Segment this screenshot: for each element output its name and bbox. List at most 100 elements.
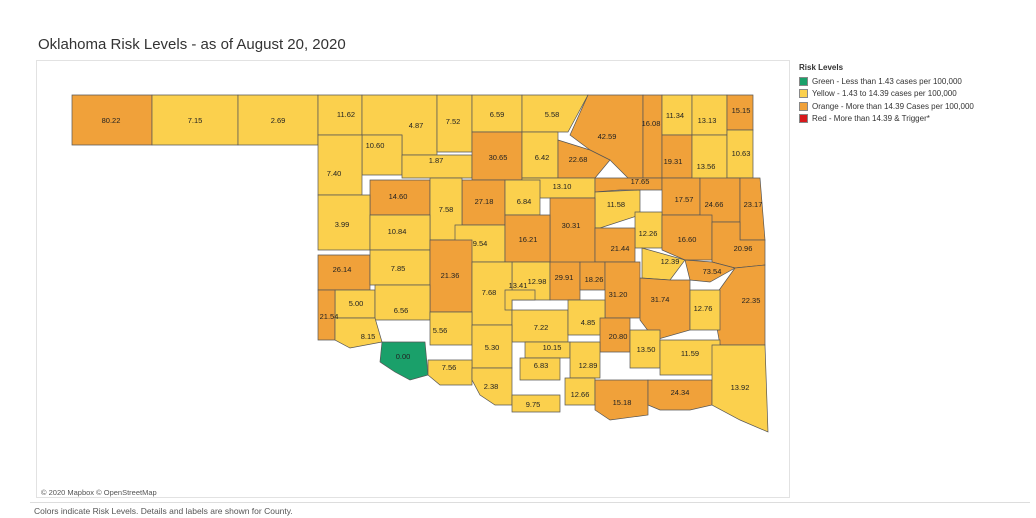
county-label-37: 16.21 (519, 235, 538, 244)
county-label-3: 2.69 (271, 116, 286, 125)
county-40[interactable] (661, 214, 713, 261)
county-label-42: 26.14 (333, 265, 352, 274)
county-label-11: 11.34 (666, 111, 684, 120)
county-label-77: 9.75 (526, 400, 541, 409)
county-76[interactable] (711, 344, 769, 433)
county-24[interactable] (594, 177, 663, 193)
county-label-31: 24.66 (705, 200, 724, 209)
county-label-44: 21.36 (441, 271, 460, 280)
county-label-20: 13.56 (697, 162, 716, 171)
legend-item-red[interactable]: Red - More than 14.39 & Trigger* (799, 113, 974, 126)
county-label-73: 12.66 (571, 390, 590, 399)
county-label-8: 5.58 (545, 110, 560, 119)
county-label-15: 1.87 (429, 156, 444, 165)
county-label-69: 6.83 (534, 361, 549, 370)
county-label-68: 0.00 (396, 352, 411, 361)
county-label-70: 12.89 (579, 361, 598, 370)
footer-divider (30, 502, 1030, 503)
county-label-18: 22.68 (569, 155, 588, 164)
county-label-51: 13.41 (509, 281, 528, 290)
county-label-53: 31.20 (609, 290, 628, 299)
county-label-19: 19.31 (664, 157, 683, 166)
county-label-49: 73.54 (703, 267, 722, 276)
county-label-32: 23.17 (744, 200, 763, 209)
county-label-22: 7.40 (327, 169, 342, 178)
county-label-47: 18.26 (585, 275, 604, 284)
legend-item-yellow[interactable]: Yellow - 1.43 to 14.39 cases per 100,000 (799, 88, 974, 101)
county-label-54: 31.74 (651, 295, 670, 304)
county-58[interactable] (334, 317, 383, 349)
county-label-25: 14.60 (389, 192, 408, 201)
map-title: Oklahoma Risk Levels - as of August 20, … (38, 36, 346, 53)
county-22[interactable] (317, 134, 363, 196)
county-49[interactable] (684, 259, 736, 283)
county-label-38: 12.26 (639, 229, 658, 238)
county-label-46: 29.91 (555, 273, 574, 282)
county-label-23: 13.10 (553, 182, 572, 191)
county-label-39: 21.44 (611, 244, 630, 253)
county-77[interactable] (511, 394, 561, 413)
county-label-71: 7.56 (442, 363, 457, 372)
county-label-40: 16.60 (678, 235, 697, 244)
county-label-5: 4.87 (409, 121, 424, 130)
county-18[interactable] (557, 139, 611, 179)
county-label-72: 2.38 (484, 382, 499, 391)
county-71[interactable] (427, 359, 473, 386)
legend-label-yellow: Yellow - 1.43 to 14.39 cases per 100,000 (812, 89, 957, 99)
map-credits[interactable]: © 2020 Mapbox © OpenStreetMap (41, 488, 157, 497)
county-10[interactable] (642, 94, 663, 179)
county-label-4: 11.62 (337, 110, 355, 119)
county-32[interactable] (739, 177, 766, 241)
county-20[interactable] (691, 134, 728, 186)
county-29[interactable] (594, 189, 641, 229)
legend-label-green: Green - Less than 1.43 cases per 100,000 (812, 76, 962, 86)
county-label-33: 3.99 (335, 220, 350, 229)
county-68[interactable] (379, 341, 429, 381)
county-8[interactable] (521, 94, 589, 133)
county-label-62: 12.76 (694, 304, 713, 313)
county-label-2: 7.15 (188, 116, 203, 125)
county-label-57: 6.56 (394, 306, 409, 315)
county-label-63: 20.80 (609, 332, 628, 341)
county-69[interactable] (519, 357, 561, 381)
county-70[interactable] (569, 341, 601, 379)
county-label-61: 4.85 (581, 318, 596, 327)
legend-swatch-red (799, 114, 808, 124)
legend-item-green[interactable]: Green - Less than 1.43 cases per 100,000 (799, 75, 974, 88)
county-label-21: 10.63 (732, 149, 751, 158)
county-label-66: 13.50 (637, 345, 656, 354)
legend: Risk Levels Green - Less than 1.43 cases… (799, 63, 974, 125)
county-label-7: 6.59 (490, 110, 505, 119)
county-74[interactable] (594, 379, 649, 421)
county-label-41: 20.96 (734, 244, 753, 253)
county-label-75: 24.34 (671, 388, 690, 397)
county-label-24: 17.65 (631, 177, 650, 186)
county-label-10: 16.08 (642, 119, 661, 128)
county-label-34: 10.84 (388, 227, 407, 236)
legend-swatch-green (799, 76, 808, 86)
county-label-17: 6.42 (535, 153, 550, 162)
county-label-58: 8.15 (361, 332, 376, 341)
county-62[interactable] (689, 289, 721, 331)
county-label-64: 5.30 (485, 343, 500, 352)
county-label-6: 7.52 (446, 117, 461, 126)
legend-label-red: Red - More than 14.39 & Trigger* (812, 114, 930, 124)
legend-swatch-yellow (799, 89, 808, 99)
county-label-29: 11.58 (607, 200, 625, 209)
county-72[interactable] (471, 367, 513, 406)
county-label-35: 30.31 (562, 221, 581, 230)
county-label-56: 21.54 (320, 312, 339, 321)
county-51[interactable] (504, 289, 536, 311)
county-label-12: 13.13 (698, 116, 717, 125)
county-label-59: 5.56 (433, 326, 448, 335)
legend-item-orange[interactable]: Orange - More than 14.39 Cases per 100,0… (799, 100, 974, 113)
county-label-50: 7.68 (482, 288, 497, 297)
county-35[interactable] (549, 197, 596, 271)
footer-note: Colors indicate Risk Levels. Details and… (34, 506, 293, 516)
county-label-74: 15.18 (613, 398, 632, 407)
county-label-26: 27.18 (475, 197, 494, 206)
county-label-14: 10.60 (366, 141, 385, 150)
county-label-13: 15.15 (732, 106, 751, 115)
county-label-30: 17.57 (675, 195, 694, 204)
